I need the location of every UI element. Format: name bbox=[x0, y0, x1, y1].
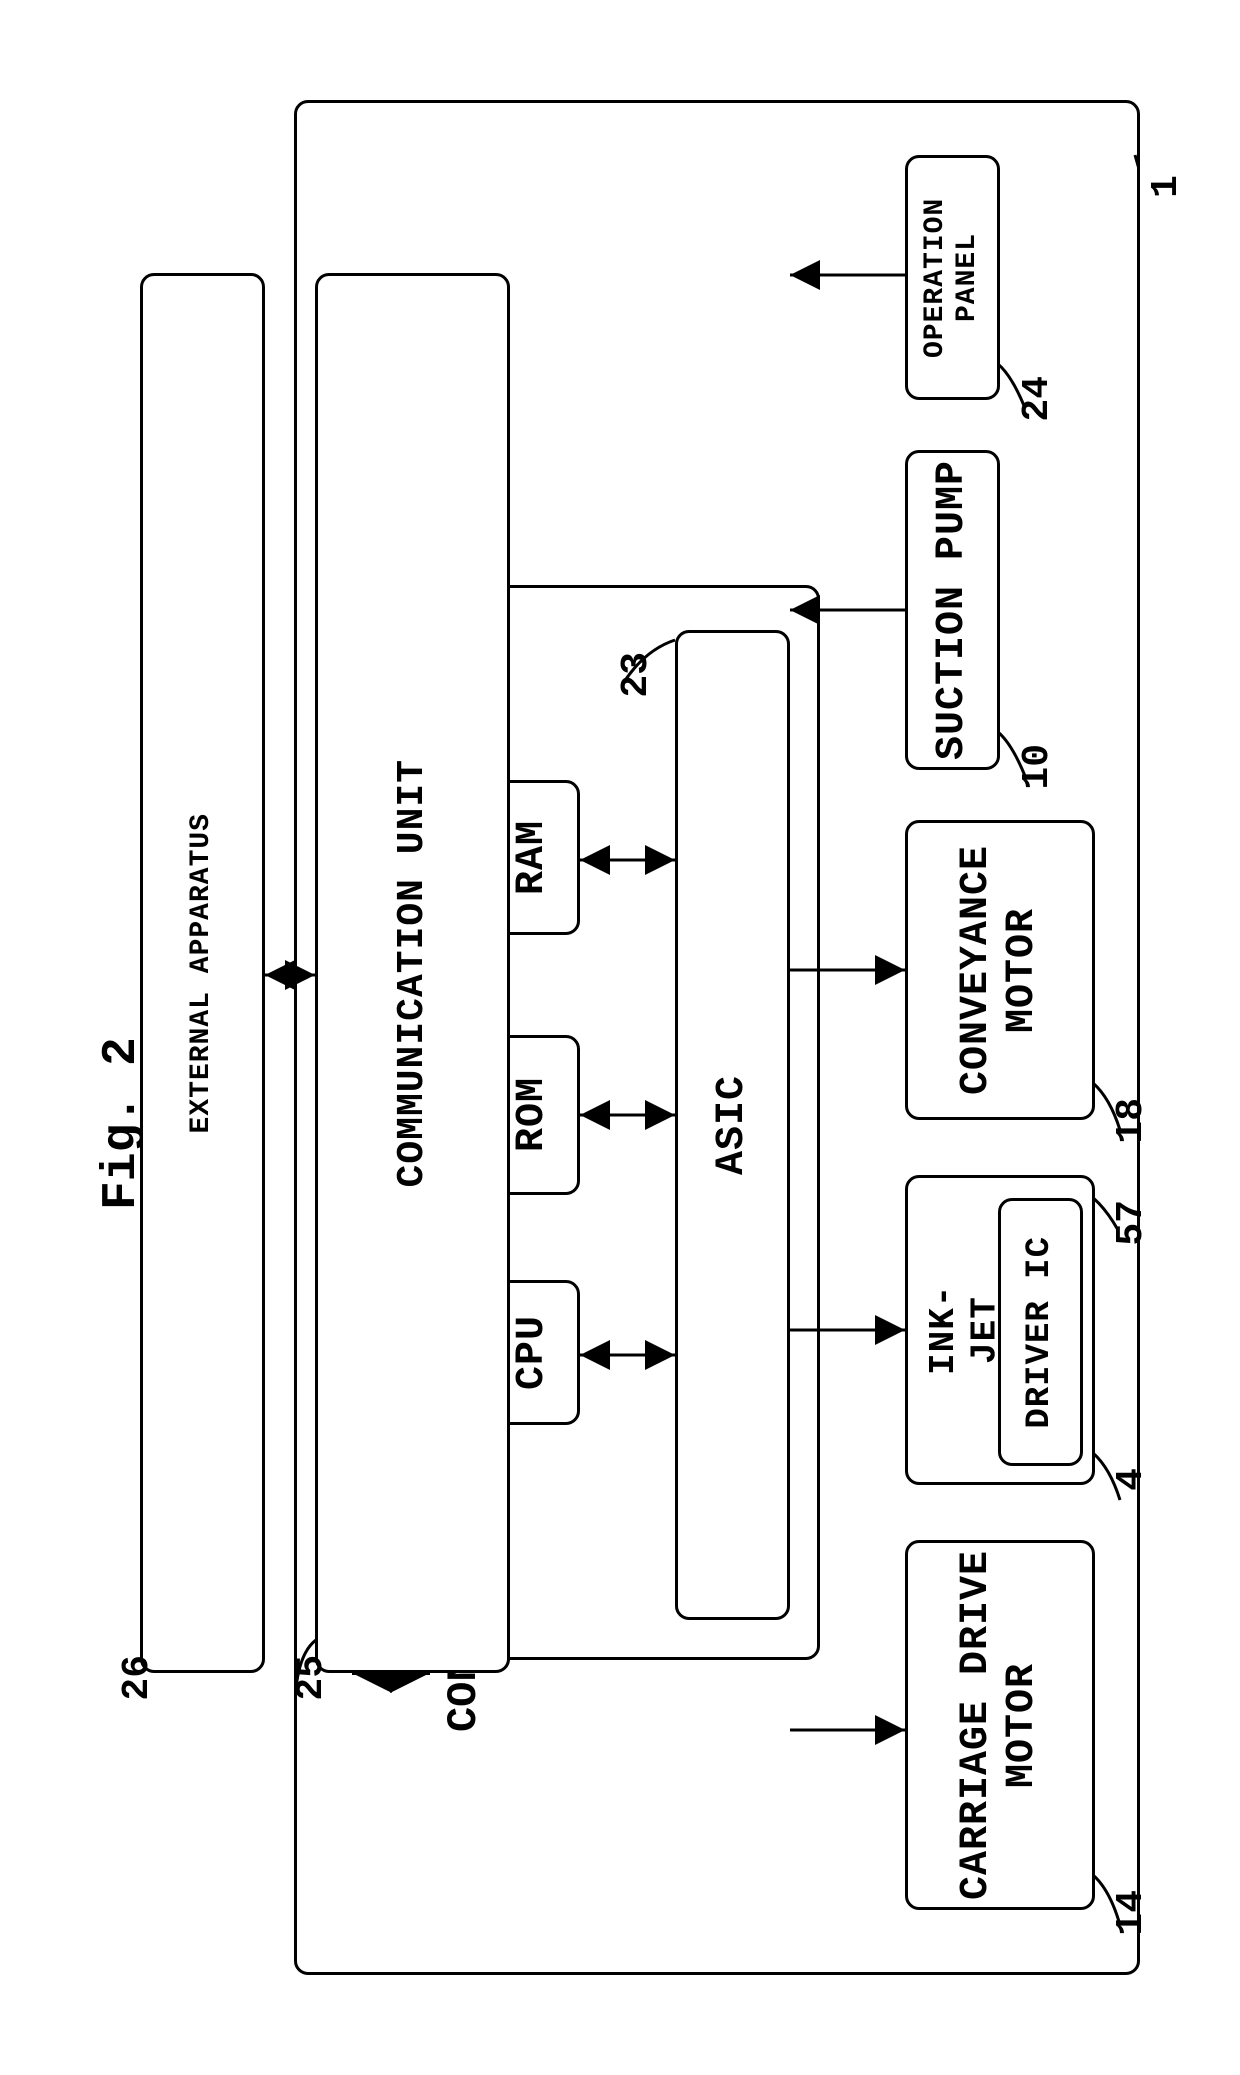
operation-panel-box: OPERATION PANEL bbox=[905, 155, 1000, 400]
reference-number: 57 bbox=[1110, 1200, 1153, 1246]
reference-number: 25 bbox=[290, 1655, 333, 1701]
diagram: CONTROLLER ASIC 1823CPU20ROM21RAM22CARRI… bbox=[140, 100, 1140, 1975]
driver-ic-label: DRIVER IC bbox=[1021, 1236, 1060, 1429]
reference-number: 26 bbox=[116, 1655, 159, 1701]
suction-pump-box: SUCTION PUMP bbox=[905, 450, 1000, 770]
suction-pump-label: SUCTION PUMP bbox=[930, 460, 976, 760]
asic-box: ASIC bbox=[675, 630, 790, 1620]
cpu-label: CPU bbox=[510, 1315, 556, 1390]
reference-number: 18 bbox=[1110, 1098, 1153, 1144]
external-apparatus-label: EXTERNAL APPARATUS bbox=[186, 813, 218, 1133]
operation-panel-label: OPERATION PANEL bbox=[920, 158, 984, 397]
rom-label: ROM bbox=[510, 1077, 556, 1152]
ram-label: RAM bbox=[510, 820, 556, 895]
reference-number: 23 bbox=[615, 652, 658, 698]
ink-jet-head-box: INK-JET HEADDRIVER IC bbox=[905, 1175, 1095, 1485]
reference-number: 1 bbox=[1145, 175, 1188, 198]
asic-label: ASIC bbox=[710, 1075, 756, 1175]
reference-number: 4 bbox=[1110, 1468, 1153, 1491]
reference-number: 24 bbox=[1016, 376, 1059, 422]
reference-number: 14 bbox=[1110, 1890, 1153, 1936]
communication-unit-box: COMMUNICATION UNIT bbox=[315, 273, 510, 1673]
carriage-drive-motor-box: CARRIAGE DRIVE MOTOR bbox=[905, 1540, 1095, 1910]
reference-number: 10 bbox=[1016, 744, 1059, 790]
conveyance-motor-label: CONVEYANCE MOTOR bbox=[954, 823, 1046, 1117]
driver-ic-box: DRIVER IC bbox=[998, 1198, 1083, 1466]
communication-unit-label: COMMUNICATION UNIT bbox=[391, 759, 435, 1187]
external-apparatus-box: EXTERNAL APPARATUS bbox=[140, 273, 265, 1673]
conveyance-motor-box: CONVEYANCE MOTOR bbox=[905, 820, 1095, 1120]
carriage-drive-motor-label: CARRIAGE DRIVE MOTOR bbox=[954, 1543, 1046, 1907]
